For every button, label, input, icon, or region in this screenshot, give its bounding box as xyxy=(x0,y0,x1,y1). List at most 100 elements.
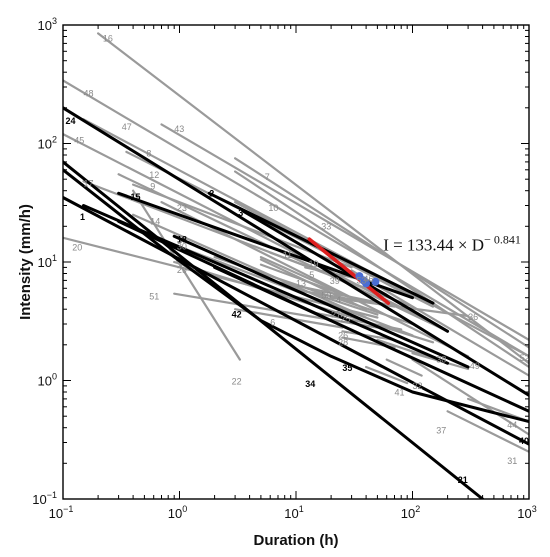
curve-35 xyxy=(213,265,529,413)
curve-label-28: 28 xyxy=(338,337,348,347)
curve-label-42: 42 xyxy=(232,310,242,320)
curve-36 xyxy=(330,296,470,318)
curve-label-21: 21 xyxy=(458,475,468,485)
y-axis-title: Intensity (mm/h) xyxy=(17,204,34,320)
tick-label: 10−1 xyxy=(32,490,57,507)
curve-label-52: 52 xyxy=(520,353,530,363)
curve-label-18: 18 xyxy=(177,234,187,244)
curve-label-29: 29 xyxy=(177,265,187,275)
curve-27 xyxy=(315,312,403,331)
curve-label-2: 2 xyxy=(209,188,214,198)
curve-label-17: 17 xyxy=(84,179,94,189)
curve-label-14: 14 xyxy=(150,216,160,226)
curve-label-23: 23 xyxy=(177,203,187,213)
curve-label-22: 22 xyxy=(232,377,242,387)
curve-label-48: 48 xyxy=(84,88,94,98)
curve-label-36: 36 xyxy=(468,312,478,322)
curve-label-9: 9 xyxy=(150,181,155,191)
curve-22 xyxy=(132,189,241,361)
curve-21 xyxy=(63,160,485,499)
tick-label: 102 xyxy=(38,135,57,152)
curve-43 xyxy=(160,123,529,341)
curve-label-40: 40 xyxy=(519,436,529,446)
curve-26 xyxy=(341,330,396,341)
curve-5 xyxy=(269,251,368,290)
curve-label-26: 26 xyxy=(338,330,348,340)
curve-16 xyxy=(96,32,529,365)
curve-25 xyxy=(283,283,379,316)
curve-label-25: 25 xyxy=(340,314,350,324)
curve-label-32: 32 xyxy=(413,381,423,391)
data-point-3 xyxy=(371,277,380,286)
curve-label-30: 30 xyxy=(177,242,187,252)
curve-34 xyxy=(63,168,529,424)
x-axis-title: Duration (h) xyxy=(254,532,339,549)
curve-label-53: 53 xyxy=(356,275,366,285)
curve-label-4: 4 xyxy=(336,295,341,305)
curve-4 xyxy=(259,258,368,311)
curve-label-50: 50 xyxy=(321,291,331,301)
curve-label-41: 41 xyxy=(395,388,405,398)
curve-label-43: 43 xyxy=(174,124,184,134)
curve-label-31: 31 xyxy=(507,456,517,466)
curve-7 xyxy=(234,157,529,349)
curve-label-35: 35 xyxy=(342,363,352,373)
curve-label-47: 47 xyxy=(122,122,132,132)
curve-37 xyxy=(411,358,529,436)
curve-label-49: 49 xyxy=(470,361,480,371)
curve-label-8: 8 xyxy=(146,149,151,159)
curve-11 xyxy=(259,256,353,299)
curve-label-37: 37 xyxy=(436,425,446,435)
curve-label-20: 20 xyxy=(72,243,82,253)
curve-label-38: 38 xyxy=(436,355,446,365)
curve-label-44: 44 xyxy=(507,420,517,430)
curve-label-33: 33 xyxy=(321,221,331,231)
curve-label-5: 5 xyxy=(309,270,314,280)
tick-label: 101 xyxy=(284,504,303,521)
curve-label-19: 19 xyxy=(309,259,319,269)
tick-label: 103 xyxy=(517,504,536,521)
curve-label-11: 11 xyxy=(283,250,292,260)
curve-label-10: 10 xyxy=(268,203,278,213)
curve-label-39: 39 xyxy=(330,276,340,286)
curve-label-1: 1 xyxy=(80,212,85,222)
curve-33 xyxy=(234,170,529,369)
markers-layer xyxy=(355,272,380,288)
tick-label: 100 xyxy=(168,504,187,521)
tick-label: 101 xyxy=(38,253,57,270)
fit-curve xyxy=(307,237,391,305)
curve-40 xyxy=(63,196,529,446)
curve-label-27: 27 xyxy=(331,310,341,320)
curve-label-12: 12 xyxy=(149,170,159,180)
curve-label-51: 51 xyxy=(149,292,159,302)
curve-label-45: 45 xyxy=(74,136,84,146)
curve-label-13: 13 xyxy=(296,278,306,288)
curve-24 xyxy=(63,106,529,397)
tick-label: 102 xyxy=(401,504,420,521)
data-point-4 xyxy=(359,276,368,285)
curve-41 xyxy=(365,365,409,385)
fit-equation: I = 133.44 × D− 0.841 xyxy=(383,233,521,255)
curve-label-34: 34 xyxy=(305,379,315,389)
curve-label-16: 16 xyxy=(103,34,113,44)
curve-14 xyxy=(132,213,368,319)
curve-label-6: 6 xyxy=(270,317,275,327)
curve-label-15: 15 xyxy=(131,192,141,202)
equation-text: I = 133.44 × D− 0.841 xyxy=(383,233,521,255)
curve-3 xyxy=(241,209,450,333)
curve-label-24: 24 xyxy=(66,116,76,126)
curve-label-46: 46 xyxy=(364,274,374,284)
tick-label: 10−1 xyxy=(49,504,74,521)
tick-label: 103 xyxy=(38,16,57,33)
curve-48 xyxy=(63,79,529,358)
curve-32 xyxy=(385,358,423,377)
tick-label: 100 xyxy=(38,372,57,389)
curve-31 xyxy=(446,410,529,453)
curve-label-3: 3 xyxy=(238,208,243,218)
axis-ticks xyxy=(62,24,530,500)
curve-label-7: 7 xyxy=(265,172,270,182)
curve-18 xyxy=(172,234,470,369)
